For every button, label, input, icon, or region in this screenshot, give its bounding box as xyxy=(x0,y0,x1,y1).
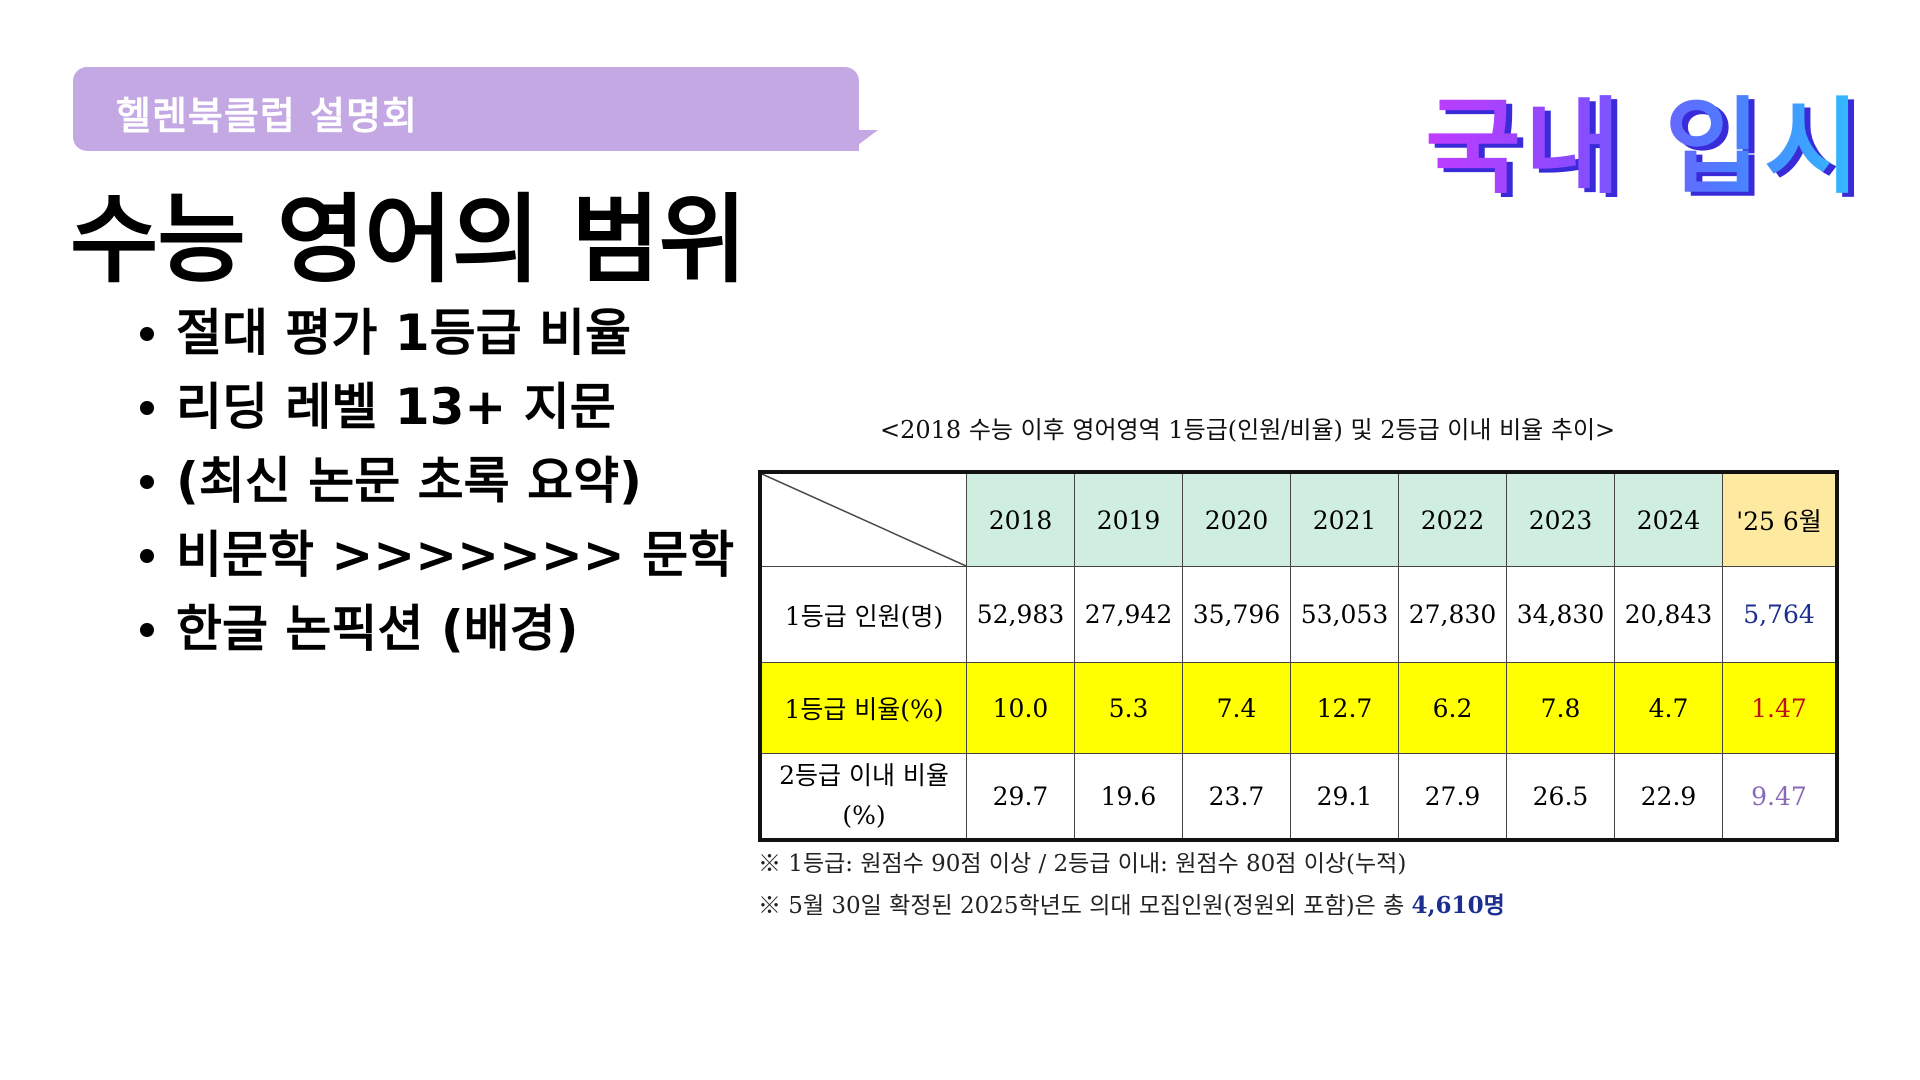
bullet-text: (최신 논문 초록 요약) xyxy=(176,452,642,510)
table-cell: 19.6 xyxy=(1074,753,1183,841)
bullet-dot-icon xyxy=(140,623,154,637)
table-cell: 23.7 xyxy=(1182,753,1291,841)
event-tag: 헬렌북클럽 설명회 xyxy=(73,67,859,151)
brand-title: 국내 입시 xyxy=(1425,62,1864,213)
bullet-dot-icon xyxy=(140,327,154,341)
table-cell: 4.7 xyxy=(1614,662,1723,754)
column-header: 2019 xyxy=(1074,471,1183,567)
bullet-text: 리딩 레벨 13+ 지문 xyxy=(176,378,616,436)
table-cell: 22.9 xyxy=(1614,753,1723,841)
table-cell: 26.5 xyxy=(1506,753,1615,841)
table-cell: 12.7 xyxy=(1290,662,1399,754)
table-cell: 27.9 xyxy=(1398,753,1507,841)
table-cell: 29.7 xyxy=(966,753,1075,841)
column-header: 2020 xyxy=(1182,471,1291,567)
table-row: 1등급 인원(명) 52,983 27,942 35,796 53,053 27… xyxy=(759,566,1838,663)
table-cell: 5.3 xyxy=(1074,662,1183,754)
bullet-dot-icon xyxy=(140,549,154,563)
table-cell: 9.47 xyxy=(1722,753,1838,841)
table-cell: 34,830 xyxy=(1506,566,1615,663)
bullet-text: 한글 논픽션 (배경) xyxy=(176,600,579,658)
table-corner-cell xyxy=(759,471,967,567)
column-header: 2018 xyxy=(966,471,1075,567)
bullet-item: 비문학 >>>>>>> 문학 xyxy=(132,518,734,592)
footnote-text: ※ 5월 30일 확정된 2025학년도 의대 모집인원(정원외 포함)은 총 xyxy=(758,893,1405,919)
table-cell: 20,843 xyxy=(1614,566,1723,663)
bullet-text: 절대 평가 1등급 비율 xyxy=(176,304,632,362)
table-cell: 1.47 xyxy=(1722,662,1838,754)
table-row: 1등급 비율(%) 10.0 5.3 7.4 12.7 6.2 7.8 4.7 … xyxy=(759,662,1838,754)
table-cell: 5,764 xyxy=(1722,566,1838,663)
bullet-item: 한글 논픽션 (배경) xyxy=(132,592,734,666)
event-tag-tail xyxy=(850,130,878,151)
table-caption: <2018 수능 이후 영어영역 1등급(인원/비율) 및 2등급 이내 비율 … xyxy=(880,416,1616,444)
table-cell: 10.0 xyxy=(966,662,1075,754)
table-cell: 52,983 xyxy=(966,566,1075,663)
diagonal-line-icon xyxy=(762,474,966,566)
table-cell: 7.8 xyxy=(1506,662,1615,754)
row-header: 1등급 비율(%) xyxy=(759,662,967,754)
column-header: 2021 xyxy=(1290,471,1399,567)
column-header: '25 6월 xyxy=(1722,471,1838,567)
table-cell: 53,053 xyxy=(1290,566,1399,663)
table-cell: 27,942 xyxy=(1074,566,1183,663)
table-cell: 7.4 xyxy=(1182,662,1291,754)
row-header: 2등급 이내 비율(%) xyxy=(759,753,967,841)
bullet-list: 절대 평가 1등급 비율 리딩 레벨 13+ 지문 (최신 논문 초록 요약) … xyxy=(132,296,734,666)
table-cell: 29.1 xyxy=(1290,753,1399,841)
bullet-dot-icon xyxy=(140,401,154,415)
bullet-text: 비문학 >>>>>>> 문학 xyxy=(176,526,735,584)
table-footnote: ※ 1등급: 원점수 90점 이상 / 2등급 이내: 원점수 80점 이상(누… xyxy=(758,851,1407,877)
row-header: 1등급 인원(명) xyxy=(759,566,967,663)
column-header: 2024 xyxy=(1614,471,1723,567)
bullet-item: 리딩 레벨 13+ 지문 xyxy=(132,370,734,444)
column-header: 2022 xyxy=(1398,471,1507,567)
footnote-highlight: 4,610명 xyxy=(1411,892,1505,919)
column-header: 2023 xyxy=(1506,471,1615,567)
table-footnote: ※ 5월 30일 확정된 2025학년도 의대 모집인원(정원외 포함)은 총 … xyxy=(758,886,1505,920)
bullet-item: (최신 논문 초록 요약) xyxy=(132,444,734,518)
bullet-item: 절대 평가 1등급 비율 xyxy=(132,296,734,370)
table-row: 2등급 이내 비율(%) 29.7 19.6 23.7 29.1 27.9 26… xyxy=(759,753,1838,841)
table-cell: 27,830 xyxy=(1398,566,1507,663)
grade-table: 2018 2019 2020 2021 2022 2023 2024 '25 6… xyxy=(758,470,1839,842)
table-cell: 6.2 xyxy=(1398,662,1507,754)
bullet-dot-icon xyxy=(140,475,154,489)
table-cell: 35,796 xyxy=(1182,566,1291,663)
page-title: 수능 영어의 범위 xyxy=(70,184,747,296)
event-tag-label: 헬렌북클럽 설명회 xyxy=(116,94,418,138)
